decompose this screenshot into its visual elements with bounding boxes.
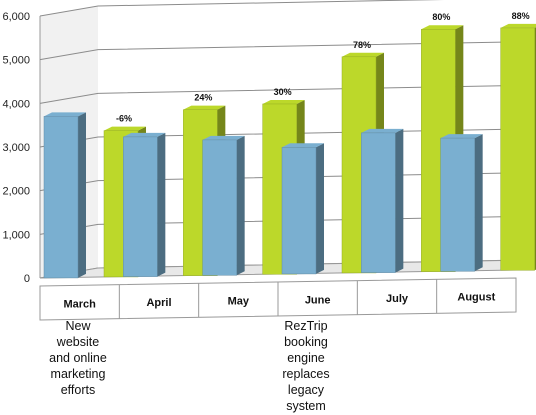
bar-labels: -6% 24% 30% 78% 80% 88%	[116, 11, 530, 124]
bar-data-label: -6%	[116, 114, 132, 124]
bar	[202, 139, 237, 276]
bar-top	[104, 126, 146, 131]
gridline	[39, 0, 445, 17]
bar	[500, 27, 535, 271]
bar-top	[183, 105, 226, 110]
gridline	[39, 41, 525, 61]
category-label: March	[63, 298, 96, 310]
annotation-line: efforts	[60, 383, 96, 397]
category-label: June	[305, 294, 331, 306]
annotation-march: New website and online marketing efforts	[40, 318, 116, 398]
bar-side	[236, 135, 245, 276]
bar-top	[342, 52, 384, 57]
bar	[123, 136, 158, 277]
bar-top	[421, 25, 464, 30]
bar	[281, 147, 317, 275]
category-label: April	[146, 297, 171, 309]
y-tick-label: 4,000	[2, 98, 30, 110]
bar-top	[440, 134, 483, 139]
category-label: August	[457, 292, 495, 304]
bar-top	[123, 132, 166, 137]
bar-side	[395, 128, 404, 273]
annotation-line: replaces	[282, 367, 330, 381]
annotation-june: RezTrip booking engine replaces legacy system	[266, 318, 346, 414]
annotation-line: system	[286, 399, 326, 413]
bar-top	[202, 135, 245, 140]
bar	[361, 132, 396, 273]
bar-data-label: 78%	[353, 40, 371, 50]
bar-top	[361, 128, 404, 133]
annotation-line: marketing	[50, 367, 106, 381]
category-label: July	[386, 293, 409, 305]
y-tick-label: 0	[24, 273, 30, 285]
y-tick-label: 3,000	[2, 142, 30, 154]
annotation-line: RezTrip	[284, 319, 328, 333]
bar	[43, 116, 79, 279]
bar-data-label: 30%	[274, 87, 292, 97]
bar-data-label: 80%	[432, 12, 450, 22]
annotation-line: website	[56, 335, 100, 349]
annotation-line: New	[65, 319, 91, 333]
y-tick-label: 2,000	[2, 186, 30, 198]
bar	[440, 137, 475, 272]
annotation-line: legacy	[287, 383, 325, 397]
y-tick-label: 5,000	[2, 55, 30, 67]
bar-top	[282, 143, 324, 148]
bar-side	[316, 143, 324, 274]
annotation-line: and online	[49, 351, 107, 365]
y-tick-label: 6,000	[2, 11, 30, 23]
bar-data-label: 88%	[512, 11, 530, 21]
category-table: March April May June July August	[39, 277, 517, 321]
bar-side	[157, 132, 166, 277]
annotation-line: engine	[287, 351, 325, 365]
bar-data-label: 24%	[194, 93, 212, 103]
y-axis-ticks: 0 1,000 2,000 3,000 4,000 5,000 6,000	[2, 11, 30, 285]
bar-top	[500, 23, 536, 28]
bar-side	[474, 134, 483, 272]
bars	[43, 23, 536, 279]
bar-top	[262, 99, 305, 104]
bar-side	[78, 112, 86, 278]
annotation-line: booking	[284, 335, 328, 349]
bar-top	[44, 112, 86, 117]
category-label: May	[228, 296, 250, 308]
y-tick-label: 1,000	[2, 229, 30, 241]
